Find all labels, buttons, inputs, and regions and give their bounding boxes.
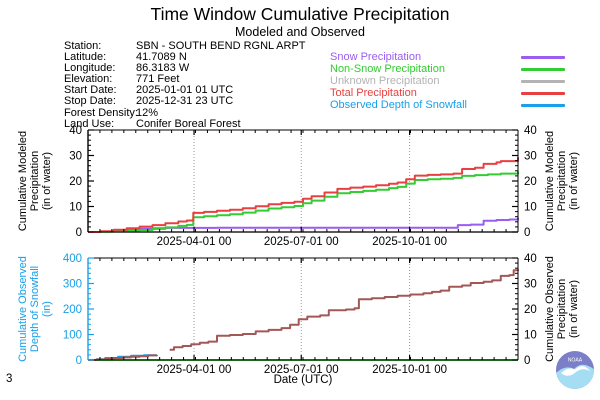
y-tick-label: 10 (524, 202, 537, 214)
y-tick-label: 30 (524, 279, 537, 291)
station-info-row: Stop Date: 2025-12-31 23 UTC (64, 96, 306, 107)
station-info-label: Land Use: (64, 117, 115, 130)
y-axis-title-line: Cumulative Modeled (17, 131, 29, 231)
y-axis-title-line: (in of water) (41, 152, 53, 210)
station-info-value: 41.7089 N (136, 51, 187, 64)
y-tick-label: 40 (69, 125, 82, 137)
y-axis-title-line: Cumulative Modeled (544, 131, 556, 231)
x-axis-title: Date (UTC) (273, 374, 333, 386)
y-tick-label: 0 (76, 355, 82, 367)
station-info-label: Stop Date: (64, 95, 116, 108)
station-info-row: Forest Density:12% (64, 106, 306, 119)
y-tick-label: 30 (69, 151, 82, 163)
y-axis-title-line: Precipitation (556, 151, 568, 212)
legend: Snow Precipitation Non-Snow Precipitation… (330, 51, 570, 111)
station-info-value: 2025-12-31 23 UTC (136, 95, 234, 108)
station-info-label: Start Date: (64, 84, 117, 97)
legend-label: Total Precipitation (330, 87, 417, 99)
y-axis-title-line: Cumulative Observed (544, 256, 556, 362)
station-info-label: Station: (64, 40, 102, 52)
legend-item: Non-Snow Precipitation (330, 63, 570, 75)
station-info-row: Land Use: Conifer Boreal Forest (64, 117, 306, 130)
y-axis-title-line: Depth of Snowfall (29, 266, 41, 352)
y-tick-label: 200 (63, 304, 82, 316)
y-tick-label: 300 (63, 279, 82, 291)
station-info-label: Latitude: (64, 51, 107, 64)
y-axis-title-line: (in of water) (568, 280, 580, 338)
legend-label: Non-Snow Precipitation (330, 63, 445, 75)
x-tick-label: 2025-10-01 00 (372, 364, 447, 376)
y-tick-label: 20 (69, 176, 82, 188)
y-axis-title-line: (in) (41, 301, 53, 317)
series-line (88, 157, 519, 233)
station-info-row: Elevation: 771 Feet (64, 74, 306, 85)
station-info-row: Start Date: 2025-01-01 01 UTC (64, 85, 306, 96)
y-tick-label: 10 (524, 330, 537, 342)
y-tick-label: 400 (63, 253, 82, 265)
station-info-label: Elevation: (64, 73, 113, 86)
y-tick-label: 20 (524, 304, 537, 316)
station-info-row: Longitude: 86.3183 W (64, 63, 306, 74)
x-tick-label: 2025-04-01 00 (157, 364, 232, 376)
legend-item: Unknown Precipitation (330, 75, 570, 87)
station-info-value: SBN - SOUTH BEND RGNL ARPT (136, 40, 306, 52)
page-number: 3 (6, 373, 13, 385)
station-info-value: 2025-01-01 01 UTC (136, 84, 234, 97)
y-tick-label: 0 (76, 227, 82, 239)
station-info-row: Station: SBN - SOUTH BEND RGNL ARPT (64, 40, 306, 52)
legend-line-swatch (521, 80, 565, 83)
y-tick-label: 100 (63, 330, 82, 342)
series-line (169, 269, 519, 351)
y-axis-title-line: Cumulative Observed (17, 256, 29, 362)
legend-label: Unknown Precipitation (330, 75, 440, 87)
page-title: Time Window Cumulative Precipitation (150, 4, 450, 24)
x-tick-label: 2025-07-01 00 (264, 364, 339, 376)
legend-line-swatch (521, 68, 565, 71)
y-axis-title-line: (in of water) (568, 152, 580, 210)
y-tick-label: 40 (524, 253, 537, 265)
station-info-row: Latitude: 41.7089 N (64, 51, 306, 64)
legend-label: Snow Precipitation (330, 51, 422, 63)
y-tick-label: 20 (524, 176, 537, 188)
legend-item: Total Precipitation (330, 87, 570, 99)
y-tick-label: 30 (524, 151, 537, 163)
legend-label: Observed Depth of Snowfall (330, 99, 467, 111)
legend-line-swatch (521, 56, 565, 59)
station-info-value: 86.3183 W (136, 62, 190, 75)
legend-item: Observed Depth of Snowfall (330, 99, 570, 111)
station-info-label: Forest Density: (64, 106, 138, 119)
y-axis-title-line: Precipitation (29, 151, 41, 212)
y-tick-label: 40 (524, 125, 537, 137)
station-info-value: 771 Feet (136, 73, 180, 86)
noaa-bird-icon (561, 366, 590, 376)
station-info-block: Station: SBN - SOUTH BEND RGNL ARPT Latitu… (64, 40, 306, 130)
page-subtitle: Modeled and Observed (235, 25, 365, 39)
x-tick-label: 2025-10-01 00 (372, 236, 447, 248)
y-tick-label: 0 (524, 227, 530, 239)
y-tick-label: 10 (69, 202, 82, 214)
station-info-value: 12% (136, 106, 159, 119)
y-tick-label: 0 (524, 355, 530, 367)
legend-line-swatch (521, 92, 565, 95)
station-info-value: Conifer Boreal Forest (136, 117, 241, 130)
series-line (88, 171, 519, 233)
y-axis-title-line: Precipitation (556, 279, 568, 340)
legend-line-swatch (521, 104, 565, 107)
legend-item: Snow Precipitation (330, 51, 570, 63)
noaa-logo: NOAA (556, 351, 594, 389)
noaa-logo-text: NOAA (568, 358, 583, 364)
x-tick-label: 2025-04-01 00 (157, 236, 232, 248)
x-tick-label: 2025-07-01 00 (264, 236, 339, 248)
station-info-label: Longitude: (64, 62, 116, 75)
